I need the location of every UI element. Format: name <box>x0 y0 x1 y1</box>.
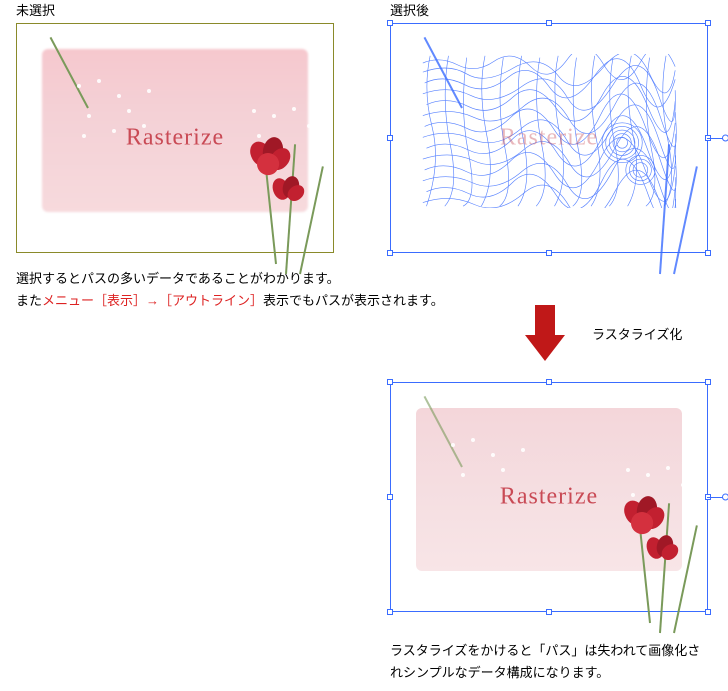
selection-handle[interactable] <box>546 609 552 615</box>
caption-line: またメニュー［表示］→［アウトライン］表示でもパスが表示されます。 <box>16 290 444 312</box>
selected-panel: 選択後 <box>390 0 728 253</box>
artwork-rasterized: Rasterize <box>401 393 697 601</box>
selection-handle[interactable] <box>387 494 393 500</box>
selection-handle[interactable] <box>387 135 393 141</box>
rasterize-text-3: Rasterize <box>401 484 697 511</box>
selection-handle[interactable] <box>705 379 711 385</box>
caption-line: れシンプルなデータ構成になります。 <box>390 662 700 684</box>
caption-selection: 選択するとパスの多いデータであることがわかります。 またメニュー［表示］→［アウ… <box>16 268 444 312</box>
unselected-panel: 未選択 <box>16 0 356 253</box>
caption-line: 選択するとパスの多いデータであることがわかります。 <box>16 268 444 290</box>
rasterize-arrow-label: ラスタライズ化 <box>592 324 682 343</box>
selection-handle[interactable] <box>705 20 711 26</box>
artwork-selected: Rasterize <box>401 34 697 242</box>
rasterize-text-1: Rasterize <box>27 125 323 152</box>
caption-line: ラスタライズをかけると「パス」は失われて画像化さ <box>390 640 700 662</box>
rasterize-text-2: Rasterize <box>401 125 697 152</box>
unselected-artbox: Rasterize <box>16 23 334 253</box>
artwork-unselected: Rasterize <box>27 34 323 242</box>
rasterized-artbox: Rasterize <box>390 382 708 612</box>
selection-handle[interactable] <box>387 250 393 256</box>
selection-handle[interactable] <box>546 20 552 26</box>
selection-handle[interactable] <box>387 20 393 26</box>
rasterize-arrow-icon <box>510 300 580 370</box>
selection-handle[interactable] <box>387 609 393 615</box>
caption-rasterized: ラスタライズをかけると「パス」は失われて画像化さ れシンプルなデータ構成になりま… <box>390 640 700 684</box>
rotation-handle[interactable] <box>722 494 728 501</box>
rotation-handle[interactable] <box>722 135 728 142</box>
selection-handle[interactable] <box>705 250 711 256</box>
rasterized-panel: Rasterize <box>390 382 728 612</box>
rotation-line <box>707 138 723 139</box>
selection-handle[interactable] <box>387 379 393 385</box>
selected-artbox: Rasterize <box>390 23 708 253</box>
selection-handle[interactable] <box>546 250 552 256</box>
unselected-label: 未選択 <box>16 0 356 19</box>
selection-handle[interactable] <box>546 379 552 385</box>
selection-handle[interactable] <box>705 609 711 615</box>
menu-path-text: メニュー［表示］→［アウトライン］ <box>42 293 263 308</box>
selected-label: 選択後 <box>390 0 728 19</box>
